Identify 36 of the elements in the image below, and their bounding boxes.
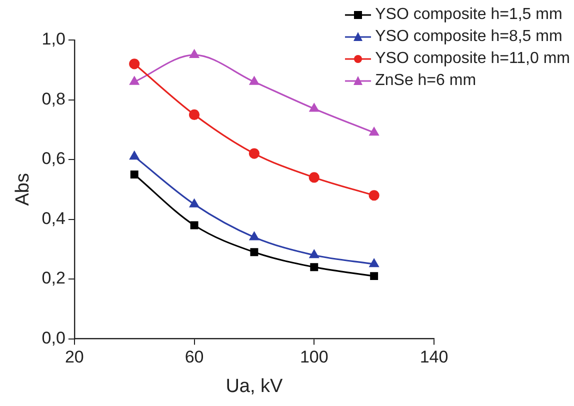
y-tick-label: 1,0 xyxy=(42,30,66,49)
legend-label: ZnSe h=6 mm xyxy=(375,72,476,90)
x-axis-title: Ua, kV xyxy=(226,376,284,397)
legend-label: YSO composite h=8,5 mm xyxy=(375,28,562,46)
point xyxy=(370,272,378,280)
point xyxy=(129,58,140,70)
point xyxy=(250,248,258,256)
legend-label: YSO composite h=11,0 mm xyxy=(375,50,570,68)
point xyxy=(310,263,318,272)
point xyxy=(188,109,200,120)
point xyxy=(190,199,199,208)
y-tick-label: 0,6 xyxy=(42,149,66,168)
point xyxy=(368,190,380,201)
y-tick-label: 0,2 xyxy=(42,268,66,288)
point xyxy=(190,50,199,58)
point xyxy=(130,76,140,85)
x-tick-label: 60 xyxy=(184,348,204,367)
x-tick-label: 140 xyxy=(420,348,448,367)
point xyxy=(190,221,198,230)
point xyxy=(248,148,260,159)
point xyxy=(309,103,319,112)
point xyxy=(250,232,259,240)
x-tick-label: 100 xyxy=(300,348,328,367)
point xyxy=(308,172,320,183)
y-tick-label: 0,0 xyxy=(42,328,66,348)
point xyxy=(130,170,138,178)
point xyxy=(369,258,379,268)
point xyxy=(369,127,379,136)
point xyxy=(130,151,140,160)
point xyxy=(309,250,319,258)
y-tick-label: 0,8 xyxy=(42,89,66,108)
y-axis-title: Abs xyxy=(12,173,34,206)
y-tick-label: 0,4 xyxy=(42,208,66,228)
point xyxy=(250,76,259,85)
x-tick-label: 20 xyxy=(64,348,84,367)
legend-label: YSO composite h=1,5 mm xyxy=(375,6,562,24)
